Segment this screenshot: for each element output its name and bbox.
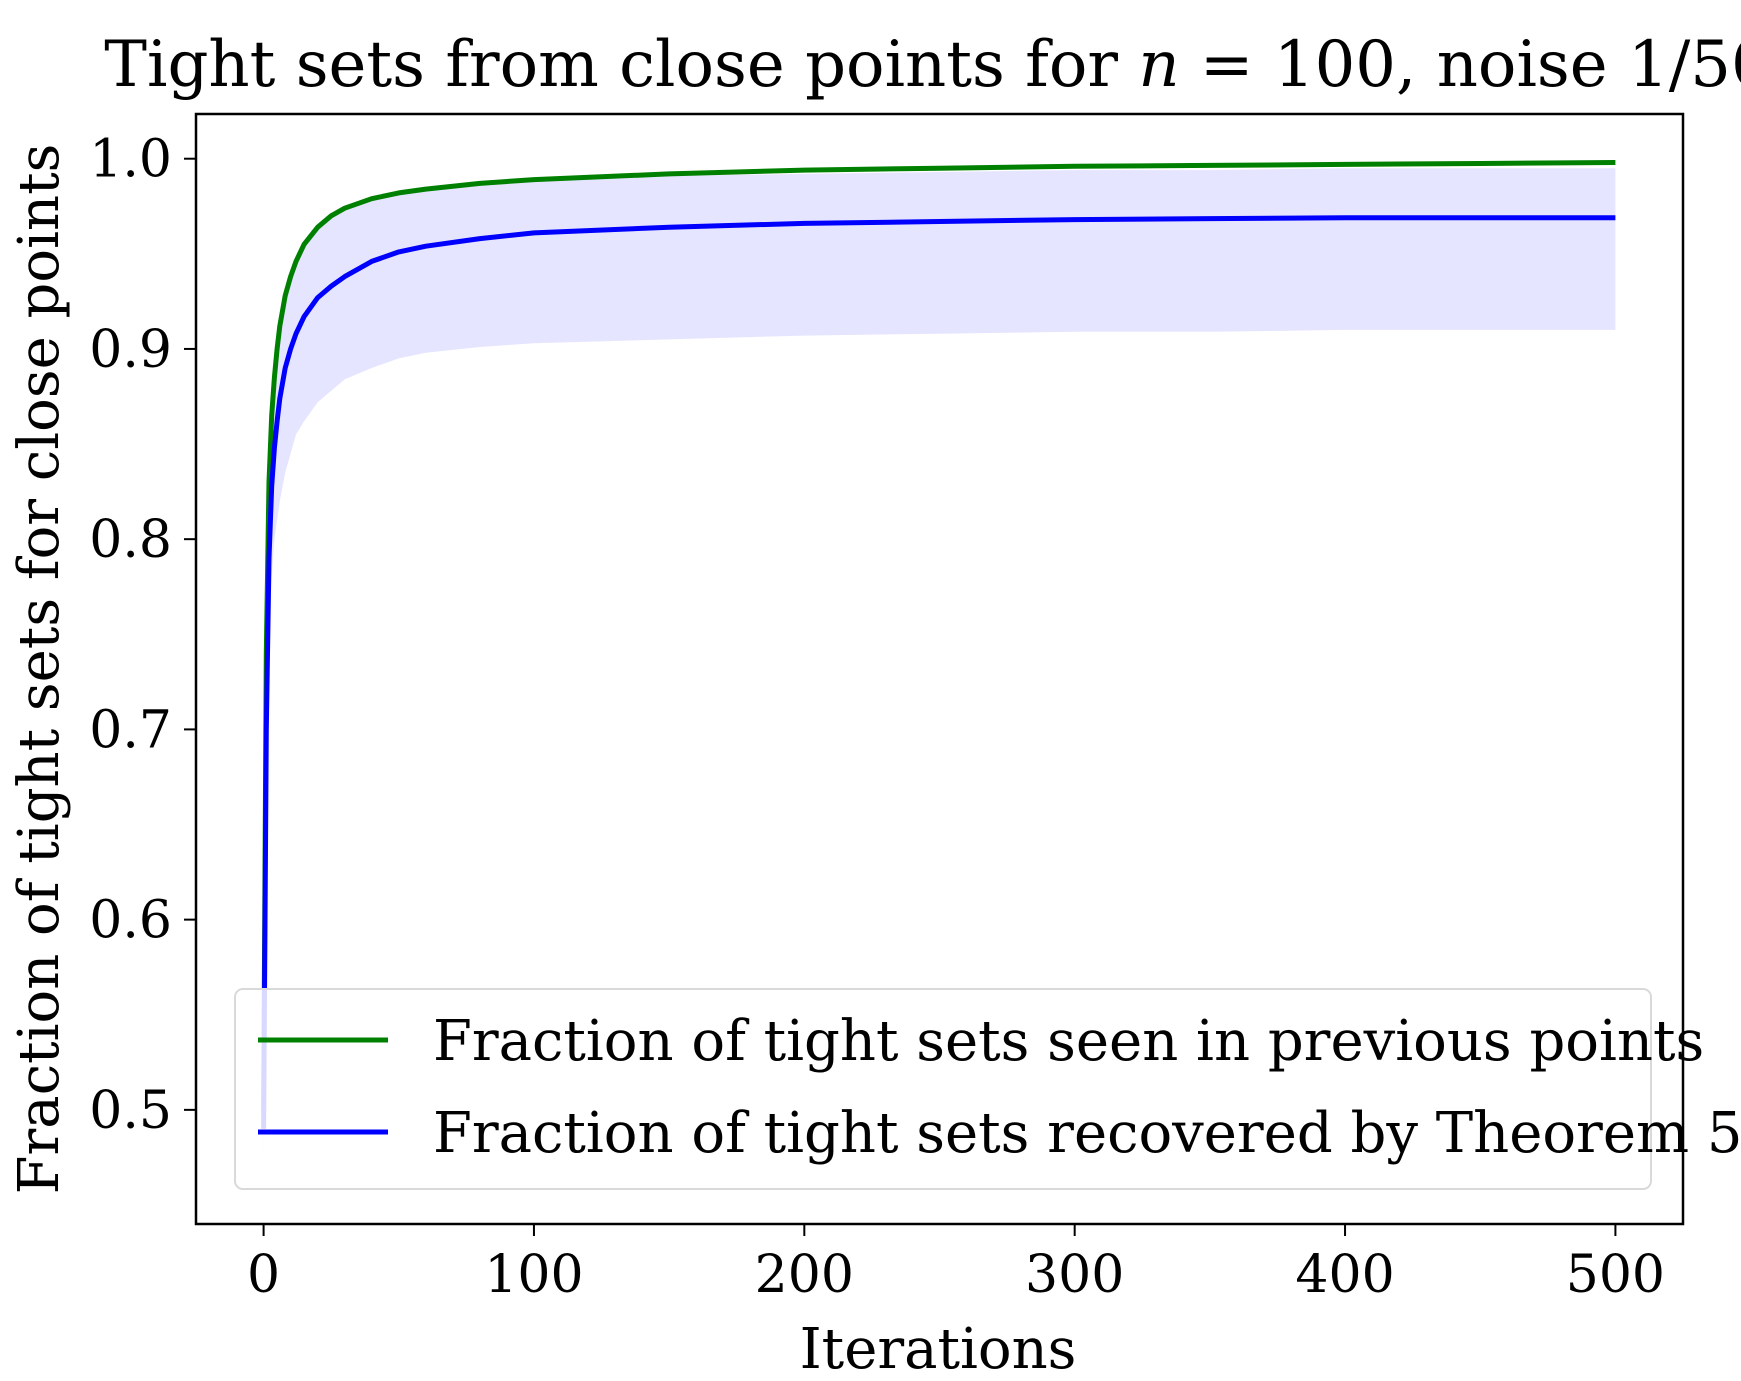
y-tick-label: 0.9: [89, 320, 172, 380]
legend-label-seen-previous: Fraction of tight sets seen in previous …: [433, 1009, 1704, 1074]
x-tick-label: 200: [755, 1245, 854, 1305]
y-axis-ticks: 0.5 0.6 0.7 0.8 0.9 1.0: [89, 130, 196, 1141]
legend-box: [234, 988, 1652, 1190]
x-tick-label: 300: [1025, 1245, 1124, 1305]
y-tick-label: 0.6: [89, 891, 172, 951]
y-tick-label: 0.5: [89, 1081, 172, 1141]
confidence-band-layer: [263, 168, 1616, 1167]
y-tick-label: 0.7: [89, 700, 172, 760]
chart-title: Tight sets from close points for n = 100…: [104, 28, 1741, 102]
y-tick-label: 0.8: [89, 510, 172, 570]
confidence-band: [263, 168, 1616, 1167]
y-tick-label: 1.0: [89, 130, 172, 190]
legend: Fraction of tight sets seen in previous …: [234, 988, 1741, 1190]
series-line-1: [261, 215, 1616, 1129]
x-axis-ticks: 0 100 200 300 400 500: [247, 1224, 1665, 1305]
plot-frame: [194, 112, 1685, 1226]
x-tick-label: 400: [1295, 1245, 1394, 1305]
series-layer: [261, 160, 1616, 1129]
x-tick-label: 500: [1566, 1245, 1665, 1305]
series-line-0: [261, 160, 1616, 1110]
y-axis-label: Fraction of tight sets for close points: [7, 144, 72, 1195]
x-tick-label: 0: [247, 1245, 280, 1305]
legend-label-recovered-theorem: Fraction of tight sets recovered by Theo…: [433, 1101, 1741, 1166]
x-axis-label: Iterations: [800, 1317, 1077, 1381]
x-tick-label: 100: [484, 1245, 583, 1305]
